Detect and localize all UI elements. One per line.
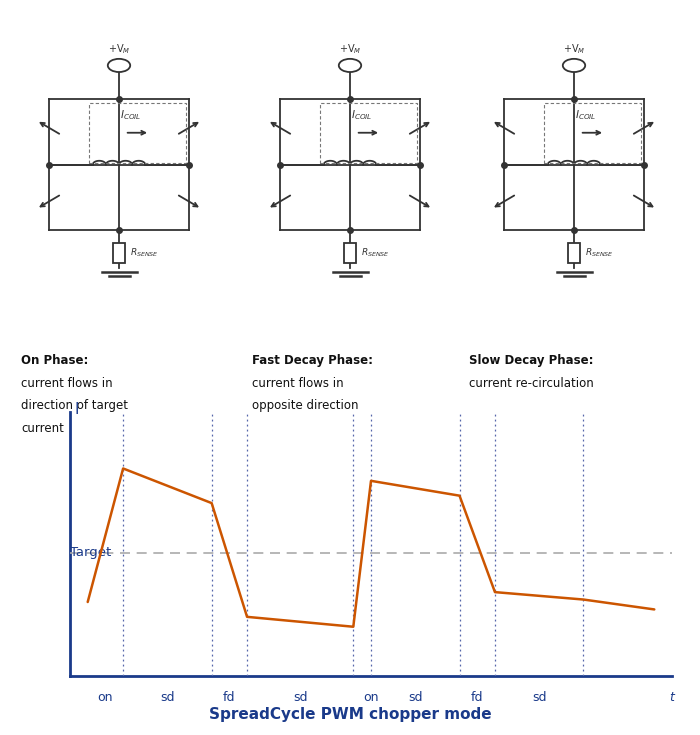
Bar: [90, 103, 186, 162]
Bar: [113, 243, 125, 263]
Bar: [568, 243, 580, 263]
Circle shape: [108, 59, 130, 72]
Circle shape: [563, 59, 585, 72]
Text: t: t: [670, 691, 674, 704]
Bar: [321, 103, 416, 162]
Text: current flows in: current flows in: [21, 376, 113, 390]
Text: SpreadCycle PWM chopper mode: SpreadCycle PWM chopper mode: [209, 707, 491, 722]
Text: opposite direction: opposite direction: [252, 399, 358, 412]
Text: $I_{COIL}$: $I_{COIL}$: [120, 109, 141, 123]
Text: +V$_M$: +V$_M$: [339, 43, 361, 57]
Text: $R_{SENSE}$: $R_{SENSE}$: [130, 247, 159, 259]
Bar: [344, 243, 356, 263]
Circle shape: [339, 59, 361, 72]
Text: of target current: of target current: [252, 422, 350, 435]
Text: fd: fd: [471, 691, 484, 704]
Text: On Phase:: On Phase:: [21, 354, 88, 367]
Text: current flows in: current flows in: [252, 376, 344, 390]
Text: +V$_M$: +V$_M$: [563, 43, 585, 57]
Text: direction of target: direction of target: [21, 399, 128, 412]
Text: current re-circulation: current re-circulation: [469, 376, 594, 390]
Text: sd: sd: [408, 691, 423, 704]
Bar: [545, 103, 640, 162]
Text: on: on: [98, 691, 113, 704]
Text: $I_{COIL}$: $I_{COIL}$: [575, 109, 596, 123]
Text: +V$_M$: +V$_M$: [108, 43, 130, 57]
Text: fd: fd: [223, 691, 236, 704]
Text: $R_{SENSE}$: $R_{SENSE}$: [361, 247, 390, 259]
Text: Target: Target: [70, 546, 111, 559]
Text: I: I: [75, 401, 79, 417]
Text: sd: sd: [532, 691, 547, 704]
Text: sd: sd: [160, 691, 174, 704]
Text: sd: sd: [293, 691, 307, 704]
Text: current: current: [21, 422, 64, 435]
Text: Fast Decay Phase:: Fast Decay Phase:: [252, 354, 373, 367]
Text: $I_{COIL}$: $I_{COIL}$: [351, 109, 372, 123]
Text: on: on: [363, 691, 379, 704]
Text: Slow Decay Phase:: Slow Decay Phase:: [469, 354, 594, 367]
Text: $R_{SENSE}$: $R_{SENSE}$: [585, 247, 614, 259]
